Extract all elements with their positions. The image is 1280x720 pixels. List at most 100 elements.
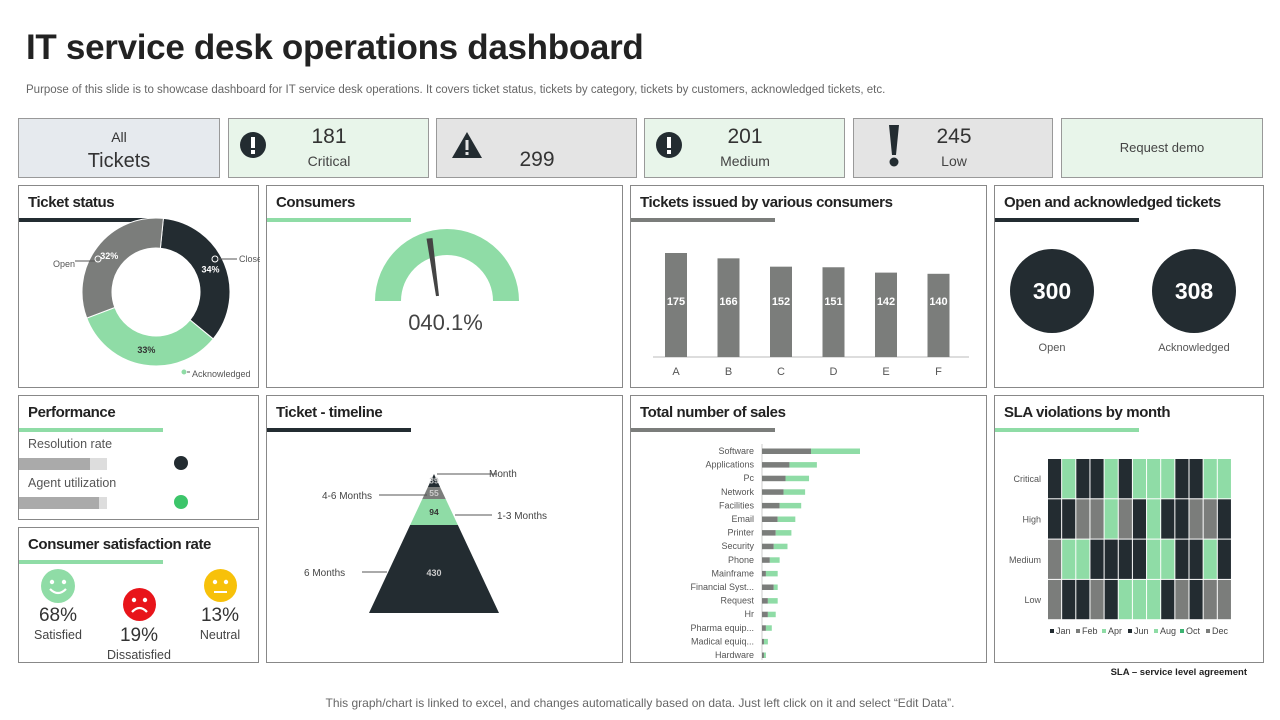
title-underline <box>995 218 1139 222</box>
dissatisfied-value: 19% <box>119 625 159 646</box>
sales-bar <box>762 543 774 550</box>
y-tick-label: Security <box>721 541 754 551</box>
heat-cell <box>1175 459 1189 499</box>
legend-swatch <box>1154 629 1158 633</box>
heat-cell <box>1203 579 1217 620</box>
request-demo-button[interactable]: Request demo <box>1061 118 1263 178</box>
y-tick-label: Financial Syst... <box>690 582 754 592</box>
legend-swatch <box>1206 629 1210 633</box>
heat-cell <box>1062 499 1076 539</box>
slice-percent: 32% <box>100 251 118 261</box>
y-tick-label: Software <box>718 446 754 456</box>
y-tick-label: Email <box>731 514 754 524</box>
smiley-neutral-icon <box>204 569 237 602</box>
sales-bar <box>763 638 768 645</box>
sales-bar <box>767 598 778 604</box>
timeline-panel: Ticket - timeline 39 55 94 430 Month 4-6 Mont… <box>266 395 623 663</box>
donut-slice-open <box>81 217 164 319</box>
y-tick-label: Pc <box>743 473 754 483</box>
kpi-medium-value: 201 <box>727 125 763 148</box>
x-tick-label: B <box>725 366 732 378</box>
title-underline <box>267 218 411 222</box>
title-underline <box>19 560 163 564</box>
y-tick-label: Madical equiq... <box>691 636 754 646</box>
bar-E <box>875 272 897 357</box>
kpi-critical[interactable]: 181 Critical <box>228 118 429 178</box>
exclamation-icon <box>889 125 899 167</box>
panel-title: SLA violations by month <box>1004 404 1171 421</box>
segment-value: 39 <box>429 476 439 486</box>
heat-cell <box>1175 499 1189 539</box>
sales-bar <box>762 625 766 631</box>
heat-cell <box>1076 579 1090 620</box>
kpi-warning[interactable]: 299 <box>436 118 637 178</box>
heat-cell <box>1048 499 1062 539</box>
panel-title: Ticket status <box>28 194 115 211</box>
heat-cell <box>1161 459 1175 499</box>
sales-bar <box>769 557 780 563</box>
segment-label: 4-6 Months <box>322 491 372 502</box>
sales-bar <box>773 543 788 550</box>
gauge-arc <box>375 229 519 301</box>
heat-cell <box>1090 579 1104 620</box>
consumers-gauge[interactable] <box>367 226 527 306</box>
heat-cell <box>1147 499 1161 539</box>
heat-cell <box>1175 579 1189 620</box>
sla-heatmap[interactable]: Critical High Medium Low Jan Feb Apr Jun Aug Oct D… <box>995 396 1265 664</box>
gauge-needle <box>426 238 439 297</box>
bar-D <box>822 267 845 357</box>
resolution-rate-label: Resolution rate <box>28 437 113 451</box>
y-tick-label: Phone <box>728 555 754 565</box>
kpi-medium[interactable]: 201 Medium <box>644 118 845 178</box>
heat-cell <box>1090 539 1104 579</box>
heat-cell <box>1104 579 1118 620</box>
x-tick-label: E <box>882 366 889 378</box>
kpi-all-tickets[interactable]: All Tickets <box>18 118 220 178</box>
segment-label: Month <box>489 469 517 480</box>
y-tick-label: Network <box>721 487 755 497</box>
panel-title: Performance <box>28 404 116 421</box>
tickets-issued-chart[interactable]: 175 A 166 B 152 C 151 D 142 E 140 F <box>631 186 988 389</box>
sales-bar <box>767 611 776 618</box>
legend-swatch <box>1102 629 1106 633</box>
legend-label: Feb <box>1082 626 1098 636</box>
sales-bar <box>762 611 768 618</box>
heat-cell <box>1161 579 1175 620</box>
acknowledged-label: Acknowledged <box>1158 342 1230 354</box>
kpi-critical-label: Critical <box>307 153 351 169</box>
sales-bar <box>762 448 811 454</box>
sales-chart[interactable]: Software Applications Pc Network Facilities E… <box>631 396 988 664</box>
bar-value: 166 <box>719 296 737 308</box>
kpi-low[interactable]: 245 Low <box>853 118 1053 178</box>
bar-A <box>665 253 687 357</box>
bar-value: 140 <box>929 296 947 308</box>
legend-swatch <box>1076 629 1080 633</box>
bar-B <box>717 258 740 357</box>
panel-title: Ticket - timeline <box>276 404 383 421</box>
heat-cell <box>1048 539 1062 579</box>
sales-bar <box>785 475 810 482</box>
x-tick-label: A <box>672 366 680 378</box>
pyramid-segment <box>422 487 446 499</box>
y-tick-label: Hardware <box>715 650 754 660</box>
timeline-pyramid[interactable]: 39 55 94 430 Month 4-6 Months 1-3 Months 6 Mont… <box>267 396 624 664</box>
ticket-status-panel: Ticket status 34% Closed 33% Acknowledged 32… <box>18 185 260 389</box>
sales-bar <box>762 475 786 482</box>
segment-value: 55 <box>429 488 439 498</box>
slice-label: Open <box>53 259 75 269</box>
bar-F <box>927 273 950 357</box>
bar-C <box>770 266 792 357</box>
slice-label: Closed <box>239 254 260 264</box>
resolution-rate-bar <box>19 458 107 470</box>
satisfied-value: 68% <box>38 605 78 626</box>
open-label: Open <box>1038 342 1066 354</box>
slice-percent: 33% <box>137 345 155 355</box>
sales-bar <box>811 448 860 454</box>
ticket-status-donut[interactable]: 34% Closed 33% Acknowledged 32% Open <box>19 186 260 389</box>
sales-bar <box>779 502 802 509</box>
kpi-tickets-label: Tickets <box>87 150 151 172</box>
agent-utilization-bar <box>19 497 107 509</box>
row-label: High <box>1022 514 1041 524</box>
status-dot <box>174 495 188 509</box>
heat-cell <box>1189 459 1203 499</box>
